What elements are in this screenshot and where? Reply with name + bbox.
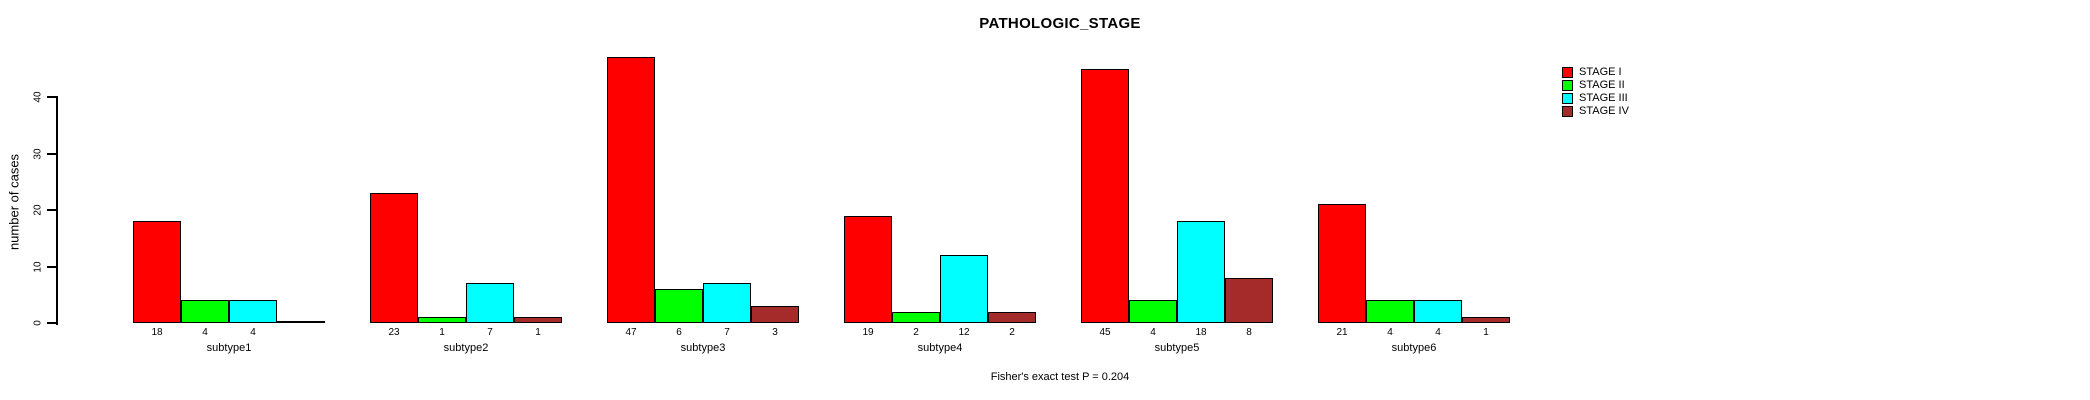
y-axis-tick-label: 20 bbox=[32, 204, 44, 216]
bar-value-label: 47 bbox=[625, 327, 637, 338]
legend-entry: STAGE III bbox=[1562, 92, 1629, 105]
bar-value-label: 23 bbox=[388, 327, 400, 338]
bar-stage-iv bbox=[988, 312, 1036, 323]
bar-stage-iii bbox=[1414, 300, 1462, 323]
bar-value-label: 8 bbox=[1246, 327, 1252, 338]
legend-color-swatch bbox=[1562, 80, 1573, 91]
bar-value-label: 7 bbox=[487, 327, 493, 338]
bar-stage-ii bbox=[1129, 300, 1177, 323]
legend-entry: STAGE II bbox=[1562, 79, 1629, 92]
bar-stage-iii bbox=[703, 283, 751, 323]
bar-stage-i bbox=[607, 57, 655, 323]
chart-title: PATHOLOGIC_STAGE bbox=[979, 15, 1141, 32]
legend-entry: STAGE I bbox=[1562, 66, 1629, 79]
y-axis-line bbox=[56, 96, 58, 325]
bar-stage-ii bbox=[655, 289, 703, 323]
bar-stage-iv bbox=[1225, 278, 1273, 323]
legend: STAGE I STAGE II STAGE III STAGE IV bbox=[1562, 66, 1629, 118]
bar-value-label: 18 bbox=[1195, 327, 1207, 338]
legend-color-swatch bbox=[1562, 93, 1573, 104]
bar-value-label: 1 bbox=[439, 327, 445, 338]
bar-stage-iv bbox=[514, 317, 562, 323]
bar-stage-ii bbox=[418, 317, 466, 323]
y-axis-tick-label: 0 bbox=[32, 320, 44, 326]
x-axis-category-label: subtype5 bbox=[1154, 342, 1200, 354]
y-axis-tick bbox=[47, 152, 56, 155]
y-axis-tick bbox=[47, 209, 56, 211]
x-axis-category-label: subtype1 bbox=[206, 342, 252, 354]
x-axis-category-label: subtype4 bbox=[917, 342, 963, 354]
bar-value-label: 2 bbox=[1009, 327, 1015, 338]
bar-stage-iv bbox=[277, 321, 325, 323]
y-axis-tick bbox=[47, 265, 56, 268]
bar-stage-i bbox=[844, 216, 892, 323]
legend-color-swatch bbox=[1562, 67, 1573, 78]
x-axis-category-label: subtype3 bbox=[680, 342, 726, 354]
y-axis-tick-label: 40 bbox=[32, 91, 44, 103]
bar-value-label: 4 bbox=[1435, 327, 1441, 338]
x-axis-category-label: subtype2 bbox=[443, 342, 489, 354]
bar-stage-iv bbox=[1462, 317, 1510, 323]
bar-stage-ii bbox=[892, 312, 940, 323]
y-axis-tick-label: 30 bbox=[32, 147, 44, 160]
bar-stage-iii bbox=[466, 283, 514, 323]
y-axis-tick bbox=[47, 322, 56, 324]
bar-value-label: 7 bbox=[724, 327, 730, 338]
bar-stage-ii bbox=[1366, 300, 1414, 323]
x-axis-category-label: subtype6 bbox=[1391, 342, 1437, 354]
bar-value-label: 18 bbox=[151, 327, 163, 338]
legend-entry-label: STAGE IV bbox=[1579, 105, 1629, 117]
bar-stage-i bbox=[1318, 204, 1366, 323]
bar-value-label: 4 bbox=[1150, 327, 1156, 338]
legend-entry-label: STAGE I bbox=[1579, 66, 1622, 78]
bar-value-label: 12 bbox=[958, 327, 970, 338]
bar-stage-iv bbox=[751, 306, 799, 323]
bar-value-label: 1 bbox=[1483, 327, 1489, 338]
bar-stage-iii bbox=[940, 255, 988, 323]
bar-value-label: 1 bbox=[535, 327, 541, 338]
y-axis-tick-label: 10 bbox=[32, 260, 44, 273]
bar-stage-ii bbox=[181, 300, 229, 323]
bar-value-label: 4 bbox=[202, 327, 208, 338]
bar-value-label: 6 bbox=[676, 327, 682, 338]
bar-value-label: 45 bbox=[1099, 327, 1111, 338]
bar-value-label: 21 bbox=[1336, 327, 1348, 338]
legend-entry-label: STAGE II bbox=[1579, 79, 1625, 91]
bar-value-label: 4 bbox=[1387, 327, 1393, 338]
bar-value-label: 19 bbox=[862, 327, 874, 338]
bar-stage-iii bbox=[1177, 221, 1225, 323]
bar-stage-i bbox=[1081, 69, 1129, 323]
y-axis-label: number of cases bbox=[6, 153, 22, 251]
legend-color-swatch bbox=[1562, 106, 1573, 117]
bar-stage-iii bbox=[229, 300, 277, 323]
bar-value-label: 2 bbox=[913, 327, 919, 338]
stats-caption: Fisher's exact test P = 0.204 bbox=[990, 371, 1130, 383]
y-axis-tick bbox=[47, 96, 56, 98]
bar-value-label: 4 bbox=[250, 327, 256, 338]
bar-stage-i bbox=[133, 221, 181, 323]
bar-value-label: 3 bbox=[772, 327, 778, 338]
legend-entry-label: STAGE III bbox=[1579, 92, 1628, 104]
legend-entry: STAGE IV bbox=[1562, 105, 1629, 118]
bar-stage-i bbox=[370, 193, 418, 323]
